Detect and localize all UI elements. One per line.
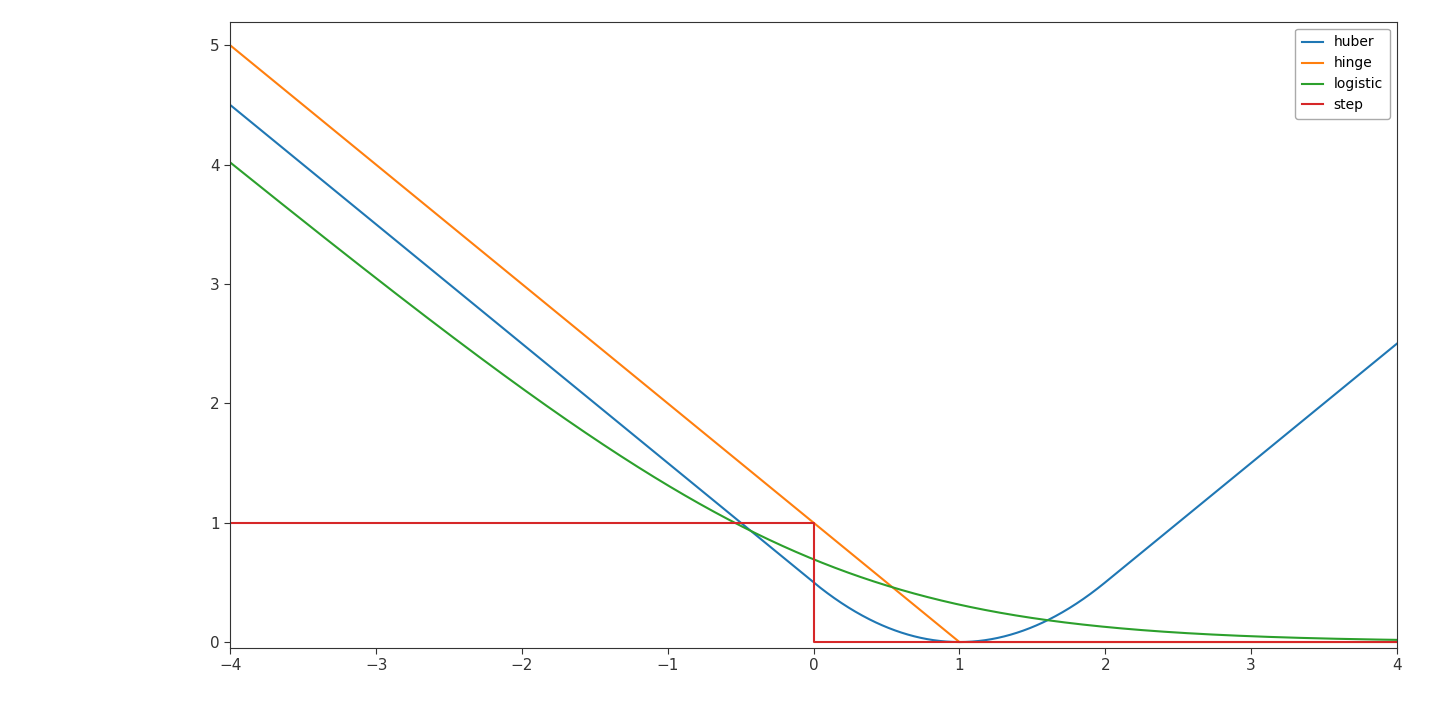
step (805, 638, 822, 647)
Legend: huber, hinge, logistic, step: huber, hinge, logistic, step (1295, 29, 1390, 120)
step (805, 518, 822, 527)
Line: huber: huber (230, 105, 1397, 642)
hinge (757, 480, 775, 489)
logistic (1354, 635, 1371, 644)
hinge (1355, 638, 1372, 647)
Line: step: step (230, 523, 1397, 642)
huber (1355, 366, 1372, 375)
logistic (1140, 626, 1158, 635)
logistic (757, 534, 775, 543)
huber (950, 638, 968, 647)
hinge (1388, 638, 1405, 647)
huber (222, 101, 239, 109)
Line: logistic: logistic (230, 163, 1397, 640)
logistic (789, 548, 806, 557)
hinge (281, 90, 298, 99)
Line: hinge: hinge (230, 45, 1397, 642)
huber (1354, 367, 1371, 376)
logistic (281, 206, 298, 215)
huber (1140, 542, 1158, 551)
logistic (1388, 636, 1405, 644)
huber (281, 150, 298, 158)
hinge (1354, 638, 1371, 647)
hinge (952, 638, 969, 647)
huber (1388, 339, 1405, 348)
hinge (789, 505, 806, 514)
step (222, 518, 239, 527)
logistic (1354, 635, 1371, 644)
hinge (1140, 638, 1158, 647)
huber (757, 539, 775, 548)
huber (789, 565, 806, 574)
step (1388, 638, 1405, 647)
hinge (222, 41, 239, 50)
logistic (222, 158, 239, 167)
